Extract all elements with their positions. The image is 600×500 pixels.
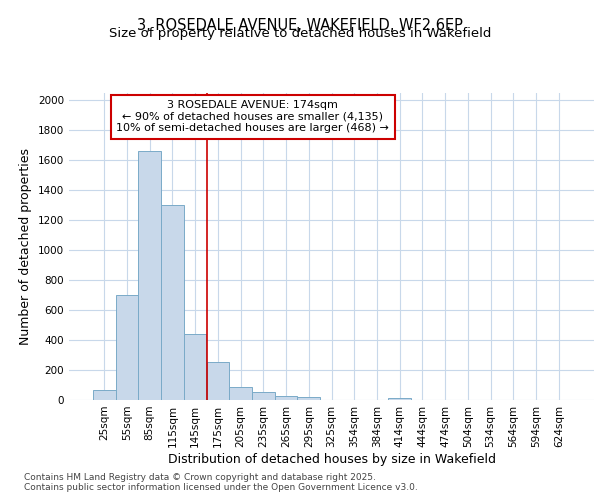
Bar xyxy=(298,397,320,400)
Bar xyxy=(161,205,184,400)
X-axis label: Distribution of detached houses by size in Wakefield: Distribution of detached houses by size … xyxy=(167,452,496,466)
Bar xyxy=(116,295,139,400)
Text: 3 ROSEDALE AVENUE: 174sqm
← 90% of detached houses are smaller (4,135)
10% of se: 3 ROSEDALE AVENUE: 174sqm ← 90% of detac… xyxy=(116,100,389,134)
Bar xyxy=(139,151,161,400)
Bar xyxy=(229,386,252,400)
Bar xyxy=(184,334,206,400)
Bar xyxy=(206,362,229,400)
Text: Size of property relative to detached houses in Wakefield: Size of property relative to detached ho… xyxy=(109,28,491,40)
Bar xyxy=(252,392,275,400)
Bar xyxy=(275,396,298,400)
Text: Contains HM Land Registry data © Crown copyright and database right 2025.
Contai: Contains HM Land Registry data © Crown c… xyxy=(24,473,418,492)
Text: 3, ROSEDALE AVENUE, WAKEFIELD, WF2 6EP: 3, ROSEDALE AVENUE, WAKEFIELD, WF2 6EP xyxy=(137,18,463,32)
Bar xyxy=(388,398,411,400)
Y-axis label: Number of detached properties: Number of detached properties xyxy=(19,148,32,345)
Bar xyxy=(93,390,116,400)
